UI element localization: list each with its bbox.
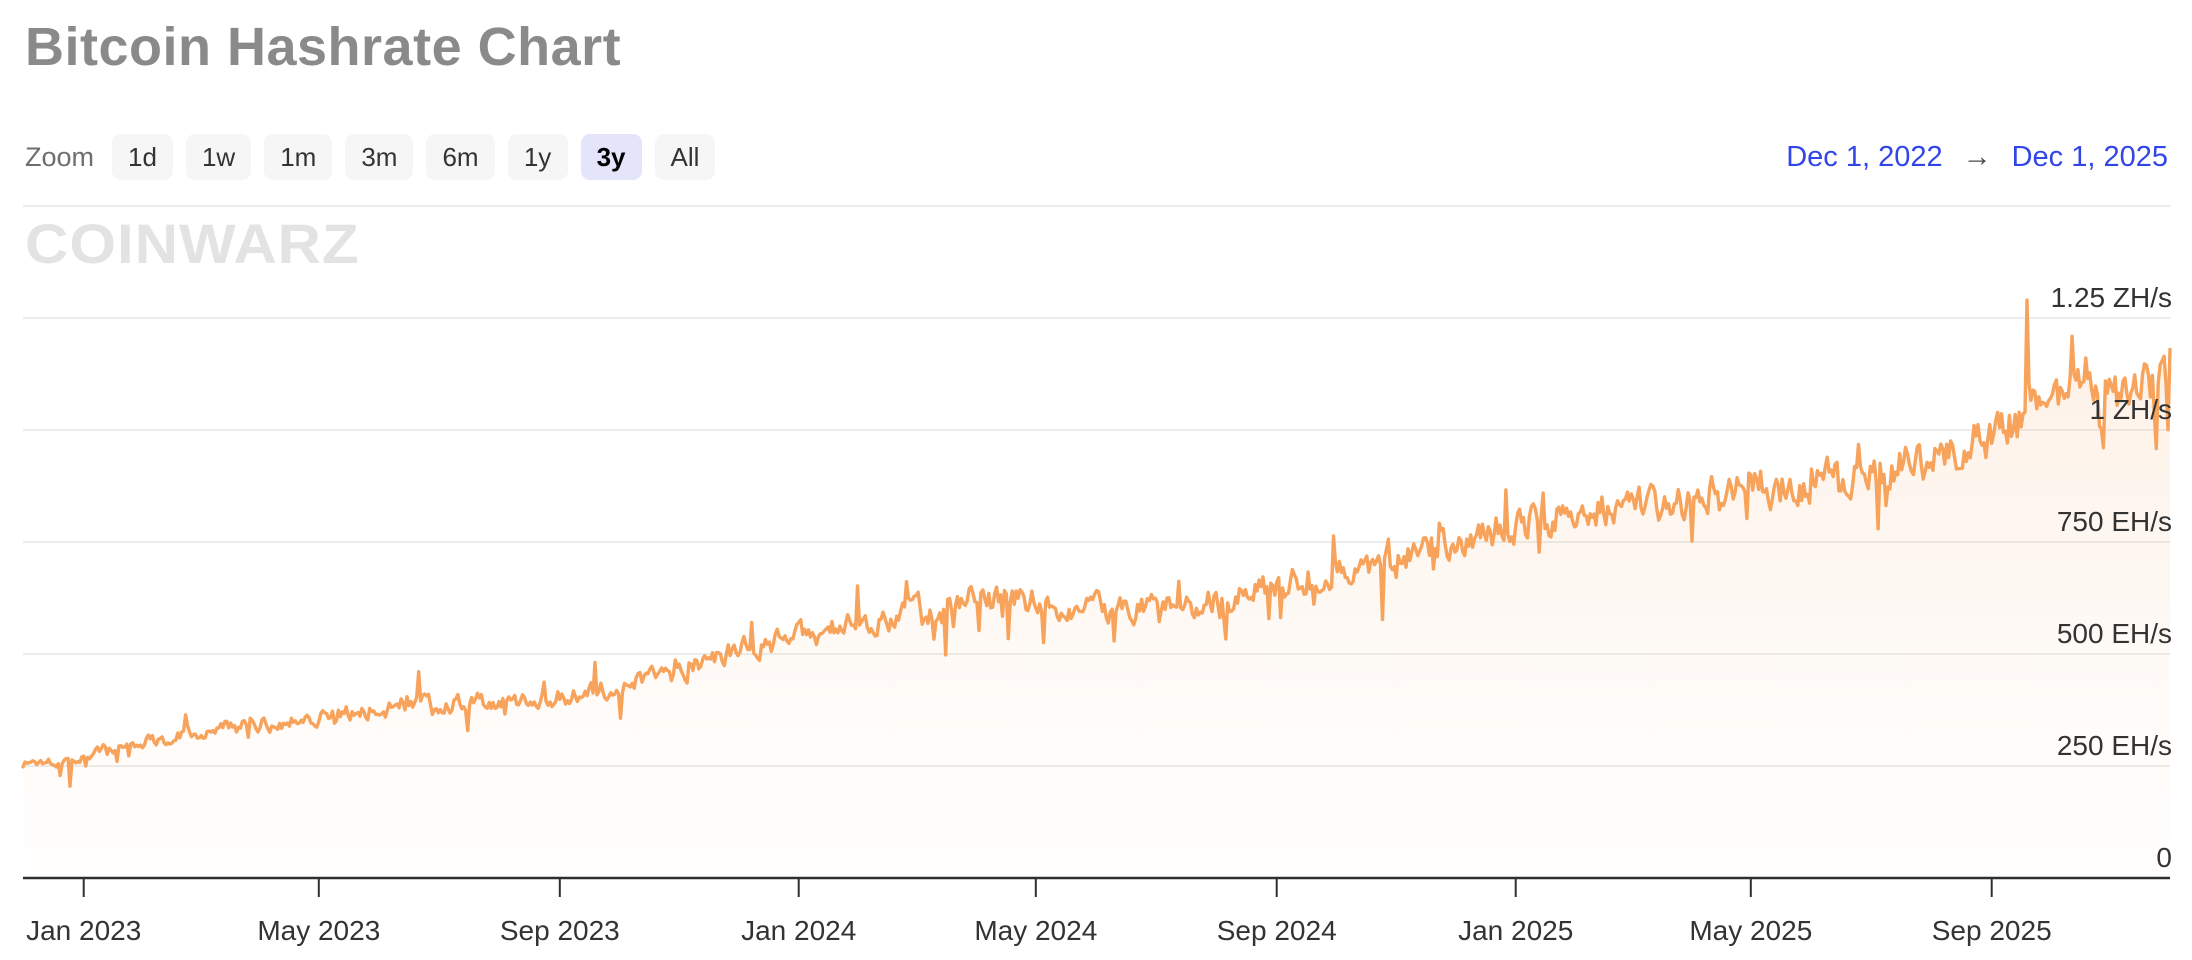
zoom-button-3y[interactable]: 3y [580,134,642,180]
start-date-input[interactable]: Dec 1, 2022 [1786,140,1943,173]
coinwarz-watermark-logo: CoinWarz [25,212,360,276]
x-axis-label: Jan 2025 [1458,915,1573,946]
hashrate-line [21,298,2172,788]
x-axis-label: Sep 2023 [500,915,620,946]
chart-controls: Zoom 1d 1w 1m 3m 6m 1y 3y All Dec 1, 2022 → Dec… [25,132,2168,182]
date-range: Dec 1, 2022 → Dec 1, 2025 [1786,141,2168,174]
hashrate-area [23,300,2170,879]
zoom-button-group: 1d 1w 1m 3m 6m 1y 3y All [112,134,716,180]
y-axis-label: 1.25 ZH/s [2051,282,2172,313]
zoom-button-3m[interactable]: 3m [345,134,414,180]
zoom-button-1d[interactable]: 1d [112,134,173,180]
zoom-button-1m[interactable]: 1m [264,134,333,180]
x-axis-label: Sep 2025 [1932,915,2052,946]
y-axis-label: 750 EH/s [2057,506,2172,537]
y-axis-label: 250 EH/s [2057,730,2172,761]
x-axis-label: May 2025 [1689,915,1812,946]
zoom-button-6m[interactable]: 6m [426,134,495,180]
arrow-right-icon: → [1962,140,1992,173]
y-axis-label: 1 ZH/s [2090,394,2172,425]
end-date-input[interactable]: Dec 1, 2025 [2011,140,2168,173]
page-title: Bitcoin Hashrate Chart [25,17,622,77]
zoom-button-all[interactable]: All [654,134,716,180]
zoom-label: Zoom [25,141,95,172]
x-axis-label: Sep 2024 [1217,915,1337,946]
x-axis-label: Jan 2023 [26,915,141,946]
x-axis-label: May 2023 [257,915,380,946]
x-axis-label: Jan 2024 [741,915,856,946]
y-axis-label: 500 EH/s [2057,618,2172,649]
zoom-button-1w[interactable]: 1w [185,134,252,180]
x-axis-label: May 2024 [974,915,1097,946]
zoom-button-1y[interactable]: 1y [507,134,568,180]
y-axis-label: 0 [2156,842,2172,873]
